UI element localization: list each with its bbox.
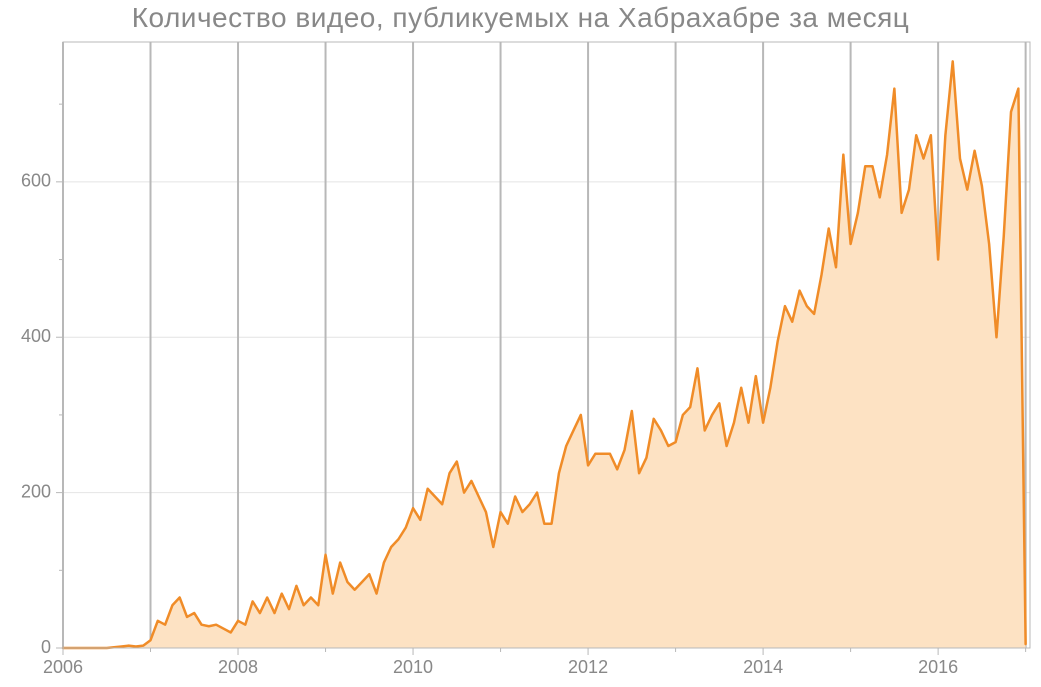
x-tick-label: 2010 [393,657,433,677]
y-tick-label: 0 [41,637,51,657]
x-tick-label: 2006 [43,657,83,677]
y-tick-label: 400 [21,326,51,346]
x-tick-label: 2008 [218,657,258,677]
x-tick-label: 2016 [918,657,958,677]
y-tick-label: 600 [21,171,51,191]
area-chart: 0 200 400 600 2006 2008 2010 2012 2014 2016 [0,0,1041,687]
y-tick-label: 200 [21,481,51,501]
chart-container: Количество видео, публикуемых на Хабраха… [0,0,1041,687]
x-tick-label: 2014 [743,657,783,677]
x-tick-label: 2012 [568,657,608,677]
